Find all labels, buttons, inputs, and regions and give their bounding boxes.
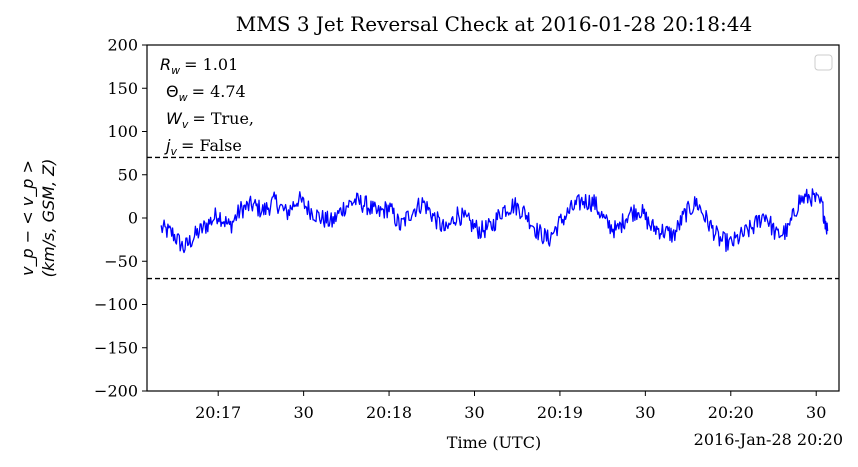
x-axis-offset-label: 2016-Jan-28 20:20: [694, 430, 843, 449]
plot-frame: [146, 44, 840, 392]
y-tick-label: 150: [107, 79, 138, 98]
x-tick-label: 30: [635, 403, 655, 422]
x-tick-label: 20:19: [537, 403, 583, 422]
x-tick-label: 20:20: [708, 403, 754, 422]
x-axis: 20:17 30 20:18 30 20:19 30 20:20 30: [195, 391, 826, 422]
y-tick-label: −200: [94, 382, 138, 401]
series-line: [160, 188, 829, 254]
legend-box: [814, 54, 833, 71]
x-axis-label: Time (UTC): [447, 433, 541, 452]
x-tick-label: 30: [293, 403, 313, 422]
annotation-r-w: Rw = 1.01: [160, 55, 238, 77]
x-tick-label: 20:17: [195, 403, 241, 422]
annotation-theta-w: Θw = 4.74: [166, 82, 246, 104]
annotation-block: Rw = 1.01 Θw = 4.74 Wv = True, jv = False: [160, 55, 254, 158]
y-tick-label: 100: [107, 122, 138, 141]
y-tick-label: 200: [107, 36, 138, 55]
chart-title: MMS 3 Jet Reversal Check at 2016-01-28 2…: [236, 12, 752, 36]
annotation-w-v: Wv = True,: [166, 109, 254, 131]
plot-area: [147, 45, 839, 391]
x-tick-label: 30: [806, 403, 826, 422]
y-axis-label-line2: (km/s, GSM, Z): [39, 159, 58, 278]
y-tick-label: 0: [128, 209, 138, 228]
y-tick-label: −100: [94, 295, 138, 314]
annotation-j-v: jv = False: [164, 136, 242, 158]
x-tick-label: 20:18: [366, 403, 412, 422]
y-axis-label: v_p − < v_p > (km/s, GSM, Z): [18, 159, 58, 278]
y-tick-label: −150: [94, 338, 138, 357]
y-axis: −200 −150 −100 −50 0 50 100 150 200: [94, 36, 147, 401]
y-tick-label: −50: [104, 252, 138, 271]
y-tick-label: 50: [118, 165, 138, 184]
x-tick-label: 30: [464, 403, 484, 422]
y-axis-label-line1: v_p − < v_p >: [18, 160, 38, 276]
